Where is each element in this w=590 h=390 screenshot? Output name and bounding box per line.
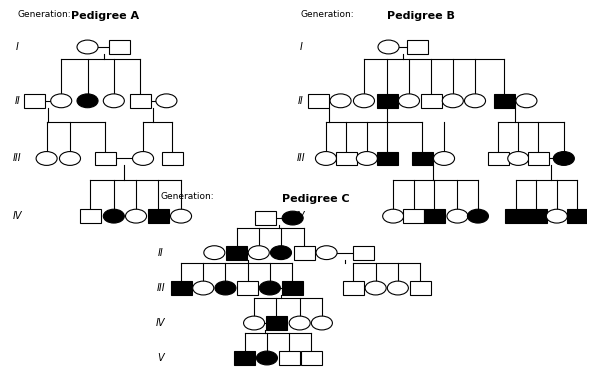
Text: II: II bbox=[158, 248, 163, 258]
Bar bbox=[353, 246, 375, 260]
Text: I: I bbox=[16, 42, 19, 52]
Bar bbox=[424, 209, 445, 223]
Circle shape bbox=[316, 152, 336, 165]
Circle shape bbox=[356, 152, 378, 165]
Circle shape bbox=[467, 209, 489, 223]
Text: Generation:: Generation: bbox=[160, 192, 214, 201]
Bar bbox=[527, 152, 549, 165]
Circle shape bbox=[330, 94, 351, 108]
Bar bbox=[162, 152, 183, 165]
Circle shape bbox=[282, 211, 303, 225]
Circle shape bbox=[60, 152, 80, 165]
Circle shape bbox=[365, 281, 386, 295]
Bar bbox=[237, 281, 258, 295]
Circle shape bbox=[77, 94, 98, 108]
Circle shape bbox=[353, 94, 375, 108]
Circle shape bbox=[442, 94, 463, 108]
Bar bbox=[294, 246, 315, 260]
Circle shape bbox=[248, 246, 269, 260]
Bar bbox=[226, 246, 247, 260]
Circle shape bbox=[270, 246, 291, 260]
Text: II: II bbox=[298, 96, 304, 106]
Circle shape bbox=[257, 351, 277, 365]
Bar bbox=[109, 40, 130, 54]
Circle shape bbox=[215, 281, 236, 295]
Circle shape bbox=[204, 246, 225, 260]
Text: V: V bbox=[158, 353, 164, 363]
Circle shape bbox=[51, 94, 72, 108]
Circle shape bbox=[133, 152, 153, 165]
Circle shape bbox=[312, 316, 332, 330]
Text: Pedigree C: Pedigree C bbox=[281, 194, 349, 204]
Bar bbox=[488, 152, 509, 165]
Bar bbox=[377, 94, 398, 108]
Circle shape bbox=[447, 209, 468, 223]
Circle shape bbox=[36, 152, 57, 165]
Circle shape bbox=[260, 281, 280, 295]
Text: Pedigree A: Pedigree A bbox=[71, 11, 139, 21]
Text: IV: IV bbox=[296, 211, 306, 221]
Bar bbox=[266, 316, 287, 330]
Circle shape bbox=[516, 94, 537, 108]
Bar bbox=[278, 351, 300, 365]
Circle shape bbox=[156, 94, 177, 108]
Circle shape bbox=[103, 209, 124, 223]
Bar bbox=[301, 351, 322, 365]
Bar bbox=[567, 209, 588, 223]
Circle shape bbox=[316, 246, 337, 260]
Text: II: II bbox=[15, 96, 20, 106]
Text: I: I bbox=[299, 42, 302, 52]
Text: Generation:: Generation: bbox=[17, 10, 71, 19]
Circle shape bbox=[553, 152, 574, 165]
Circle shape bbox=[171, 209, 192, 223]
Bar bbox=[409, 281, 431, 295]
Bar bbox=[412, 152, 433, 165]
Circle shape bbox=[77, 40, 98, 54]
Circle shape bbox=[464, 94, 486, 108]
Text: I: I bbox=[159, 213, 162, 223]
Bar bbox=[336, 152, 357, 165]
Text: IV: IV bbox=[12, 211, 22, 221]
Text: III: III bbox=[156, 283, 165, 293]
Circle shape bbox=[244, 316, 264, 330]
Bar bbox=[526, 209, 547, 223]
Circle shape bbox=[383, 209, 404, 223]
Circle shape bbox=[126, 209, 146, 223]
Bar bbox=[148, 209, 169, 223]
Bar bbox=[506, 209, 526, 223]
Bar bbox=[234, 351, 255, 365]
Text: Generation:: Generation: bbox=[301, 10, 355, 19]
Bar bbox=[421, 94, 442, 108]
Circle shape bbox=[546, 209, 568, 223]
Bar bbox=[255, 211, 276, 225]
Bar bbox=[171, 281, 192, 295]
Circle shape bbox=[289, 316, 310, 330]
Text: III: III bbox=[297, 154, 305, 163]
Circle shape bbox=[398, 94, 419, 108]
Bar bbox=[403, 209, 424, 223]
Circle shape bbox=[388, 281, 408, 295]
Bar bbox=[130, 94, 150, 108]
Bar bbox=[94, 152, 116, 165]
Bar bbox=[24, 94, 45, 108]
Bar bbox=[377, 152, 398, 165]
Bar bbox=[343, 281, 364, 295]
Circle shape bbox=[508, 152, 529, 165]
Bar bbox=[407, 40, 428, 54]
Circle shape bbox=[434, 152, 454, 165]
Circle shape bbox=[193, 281, 214, 295]
Circle shape bbox=[378, 40, 399, 54]
Bar bbox=[80, 209, 101, 223]
Bar bbox=[494, 94, 514, 108]
Text: IV: IV bbox=[156, 318, 165, 328]
Bar bbox=[308, 94, 329, 108]
Circle shape bbox=[103, 94, 124, 108]
Bar bbox=[281, 281, 303, 295]
Text: Pedigree B: Pedigree B bbox=[386, 11, 454, 21]
Text: III: III bbox=[13, 154, 22, 163]
